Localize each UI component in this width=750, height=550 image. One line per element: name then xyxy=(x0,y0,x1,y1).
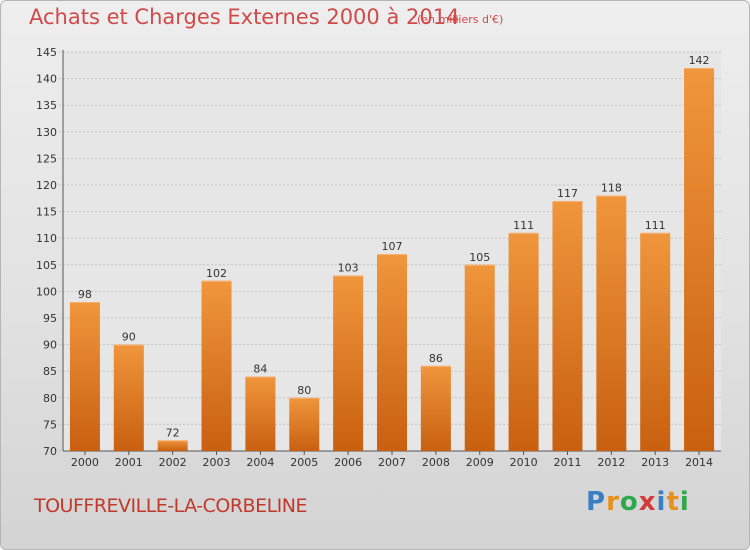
chart-title: Achats et Charges Externes 2000 à 2014 xyxy=(29,5,460,29)
logo-letter: i xyxy=(679,487,690,517)
x-tick-label: 2008 xyxy=(422,456,450,469)
bar xyxy=(508,232,539,451)
logo-letter: i xyxy=(656,487,667,517)
x-tick-label: 2003 xyxy=(203,456,231,469)
logo-letter: r xyxy=(606,487,620,517)
y-tick-label: 140 xyxy=(36,73,57,86)
bar xyxy=(596,195,627,451)
x-tick-label: 2012 xyxy=(597,456,625,469)
bar-value-label: 90 xyxy=(122,331,136,344)
y-tick-label: 105 xyxy=(36,259,57,272)
bar xyxy=(289,397,320,451)
x-tick-label: 2002 xyxy=(159,456,187,469)
bar-value-label: 117 xyxy=(557,187,578,200)
logo-letter: P xyxy=(586,487,607,517)
bar-value-label: 102 xyxy=(206,267,227,280)
bar-value-label: 103 xyxy=(338,261,359,274)
y-tick-label: 110 xyxy=(36,232,57,245)
x-tick-label: 2001 xyxy=(115,456,143,469)
x-tick-label: 2010 xyxy=(510,456,538,469)
bar-value-label: 142 xyxy=(689,54,710,67)
bar-value-label: 118 xyxy=(601,182,622,195)
y-tick-label: 135 xyxy=(36,99,57,112)
logo-letter: t xyxy=(666,487,680,517)
y-tick-label: 75 xyxy=(43,418,57,431)
proxiti-logo: Proxiti xyxy=(586,487,690,517)
y-tick-label: 125 xyxy=(36,152,57,165)
bar-value-label: 72 xyxy=(166,426,180,439)
y-tick-label: 115 xyxy=(36,206,57,219)
commune-name: TOUFFREVILLE-LA-CORBELINE xyxy=(34,495,308,517)
bar xyxy=(69,302,100,451)
y-tick-label: 95 xyxy=(43,312,57,325)
x-tick-label: 2014 xyxy=(685,456,713,469)
y-tick-label: 70 xyxy=(43,445,57,458)
x-tick-label: 2009 xyxy=(466,456,494,469)
bar-value-label: 80 xyxy=(297,384,311,397)
bar-value-label: 107 xyxy=(382,240,403,253)
bar-value-label: 86 xyxy=(429,352,443,365)
bar xyxy=(113,344,144,451)
logo-letter: x xyxy=(638,487,657,517)
x-tick-label: 2006 xyxy=(334,456,362,469)
y-tick-label: 80 xyxy=(43,392,57,405)
bar xyxy=(157,440,188,451)
x-tick-label: 2004 xyxy=(246,456,274,469)
y-tick-label: 90 xyxy=(43,339,57,352)
bar xyxy=(552,200,583,451)
bar-value-label: 111 xyxy=(513,219,534,232)
x-tick-label: 2013 xyxy=(641,456,669,469)
bar xyxy=(464,264,495,451)
x-tick-label: 2005 xyxy=(290,456,318,469)
bar-value-label: 111 xyxy=(645,219,666,232)
bar xyxy=(377,254,407,451)
y-tick-label: 85 xyxy=(43,365,57,378)
y-tick-label: 145 xyxy=(36,46,57,59)
bar-value-label: 105 xyxy=(469,251,490,264)
logo-letter: o xyxy=(619,487,639,517)
unit-label: (en milliers d'€) xyxy=(417,13,504,26)
bar xyxy=(333,275,364,451)
y-tick-label: 130 xyxy=(36,126,57,139)
bar xyxy=(640,232,671,451)
bar-value-label: 98 xyxy=(78,288,92,301)
bar-value-label: 84 xyxy=(253,363,267,376)
x-tick-label: 2000 xyxy=(71,456,99,469)
x-tick-label: 2011 xyxy=(553,456,581,469)
y-tick-label: 100 xyxy=(36,285,57,298)
x-tick-label: 2007 xyxy=(378,456,406,469)
bar xyxy=(245,376,276,451)
bar xyxy=(420,365,451,451)
bar xyxy=(684,67,715,452)
bar xyxy=(201,280,232,451)
y-tick-label: 120 xyxy=(36,179,57,192)
